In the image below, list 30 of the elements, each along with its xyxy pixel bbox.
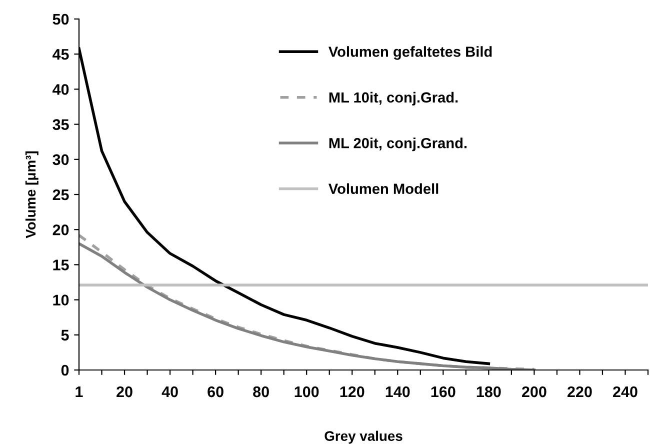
x-tick-label: 180 (476, 386, 501, 398)
x-tick-label: 80 (253, 386, 269, 398)
y-tick-label: 25 (52, 189, 69, 200)
y-tick-label: 35 (52, 119, 69, 130)
x-tick-label: 60 (208, 386, 224, 398)
y-tick-label: 20 (52, 224, 69, 236)
y-tick-label: 45 (52, 49, 69, 60)
x-tick-label: 40 (162, 386, 178, 398)
y-tick-label: 30 (52, 154, 69, 166)
y-tick-label: 15 (53, 260, 69, 270)
y-tick-label: 50 (52, 14, 69, 25)
x-tick-label: 240 (613, 386, 638, 398)
y-axis-title: Volume [μm³] (25, 151, 38, 238)
x-tick-label: 20 (116, 386, 132, 398)
legend-label: ML 10it, conj.Grad. (329, 92, 458, 106)
legend-label: Volumen Modell (328, 183, 438, 194)
x-tick-label: 220 (568, 386, 592, 398)
y-tick-label: 40 (52, 84, 69, 95)
x-tick-label: 120 (340, 386, 364, 398)
x-tick-label: 200 (522, 386, 546, 398)
x-axis-title: Grey values (324, 430, 402, 444)
legend-label: ML 20it, conj.Grand. (329, 138, 467, 152)
y-tick-label: 10 (53, 294, 69, 306)
x-tick-label: 100 (294, 386, 319, 398)
x-tick-label: 1 (76, 386, 83, 398)
y-tick-label: 0 (61, 364, 69, 376)
x-tick-label: 140 (386, 386, 410, 398)
x-tick-label: 160 (431, 386, 456, 398)
legend-label: Volumen gefaltetes Bild (328, 46, 492, 60)
y-tick-label: 5 (61, 330, 69, 341)
